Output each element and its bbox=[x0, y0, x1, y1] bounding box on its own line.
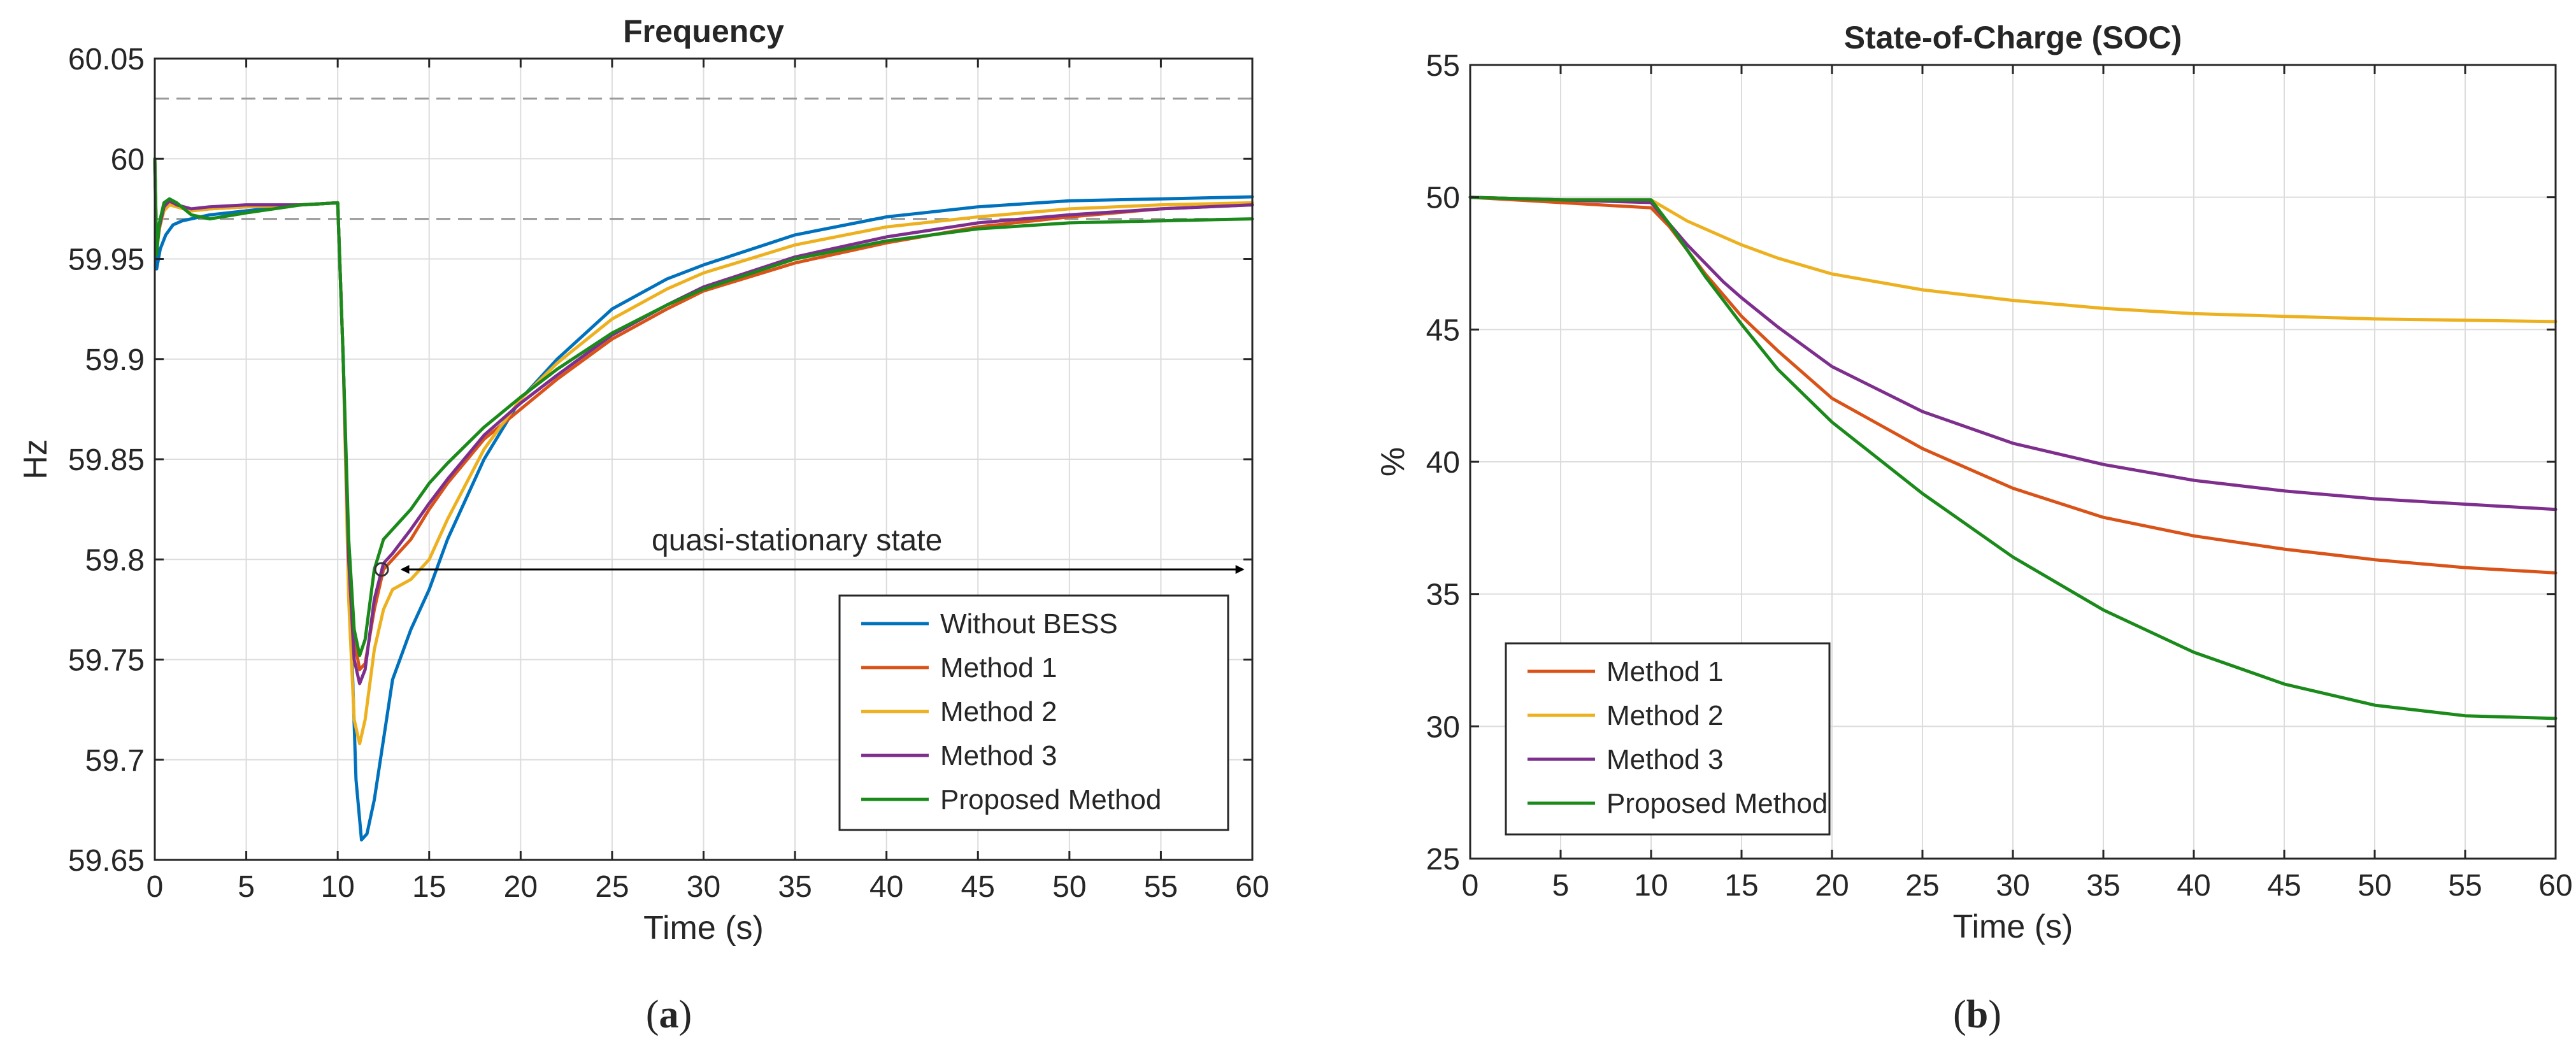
legend-label-method-2: Method 2 bbox=[1606, 700, 1723, 731]
x-tick-label: 50 bbox=[1052, 870, 1086, 904]
x-tick-label: 60 bbox=[1235, 870, 1269, 904]
x-axis-label: Time (s) bbox=[1953, 908, 2073, 945]
series-line-proposed-method bbox=[153, 157, 1254, 657]
chart-title: State-of-Charge (SOC) bbox=[1844, 20, 2182, 55]
x-tick-label: 30 bbox=[1996, 869, 2029, 903]
series-line-method-2 bbox=[1468, 196, 2558, 324]
x-tick-label: 55 bbox=[2448, 869, 2482, 903]
x-tick-label: 0 bbox=[1462, 869, 1479, 903]
annotation-marker bbox=[374, 562, 389, 577]
x-tick-label: 35 bbox=[778, 870, 812, 904]
x-tick-label: 25 bbox=[595, 870, 629, 904]
y-tick-label: 30 bbox=[1426, 710, 1460, 744]
y-tick-label: 35 bbox=[1426, 578, 1460, 612]
x-tick-label: 60 bbox=[2538, 869, 2572, 903]
chart-panel-b: 0 5 10 15 20 25 30 35 40 45 50 55 60 25 30 35 40 45 50 55 St… bbox=[1375, 20, 2573, 1036]
x-tick-label: 45 bbox=[961, 870, 995, 904]
series-line-without-bess bbox=[153, 157, 1254, 842]
legend-label-method-2: Method 2 bbox=[940, 696, 1057, 727]
x-tick-label: 40 bbox=[869, 870, 903, 904]
legend-label-without-bess: Without BESS bbox=[940, 608, 1118, 640]
legend: Method 1 Method 2 Method 3 Proposed Method bbox=[1505, 642, 1831, 836]
panel-label: (a) bbox=[646, 993, 692, 1036]
y-tick-label: 59.9 bbox=[85, 343, 145, 377]
y-tick-label: 59.95 bbox=[68, 243, 145, 277]
legend-label-method-3: Method 3 bbox=[940, 740, 1057, 771]
legend-label-proposed-method: Proposed Method bbox=[940, 784, 1161, 815]
y-tick-label: 60 bbox=[111, 143, 145, 176]
y-tick-label: 59.7 bbox=[85, 744, 145, 778]
y-tick-label: 59.8 bbox=[85, 543, 145, 577]
series-line-proposed-method bbox=[1468, 196, 2558, 720]
legend-label-proposed-method: Proposed Method bbox=[1606, 788, 1828, 819]
panel-label: (b) bbox=[1953, 993, 2001, 1036]
y-tick-label: 59.85 bbox=[68, 443, 145, 477]
y-tick-label: 25 bbox=[1426, 843, 1460, 876]
y-tick-label: 40 bbox=[1426, 446, 1460, 480]
y-tick-label: 59.75 bbox=[68, 644, 145, 678]
legend-label-method-1: Method 1 bbox=[940, 652, 1057, 683]
chart-title: Frequency bbox=[623, 13, 784, 49]
y-tick-label: 60.05 bbox=[68, 43, 145, 76]
x-tick-label: 30 bbox=[687, 870, 720, 904]
legend: Without BESS Method 1 Method 2 Method 3 Prop… bbox=[838, 594, 1229, 831]
x-tick-label: 45 bbox=[2267, 869, 2301, 903]
y-tick-label: 59.65 bbox=[68, 844, 145, 878]
x-axis-label: Time (s) bbox=[643, 910, 764, 947]
y-axis-label: % bbox=[1375, 447, 1412, 476]
annotation-text: quasi-stationary state bbox=[652, 524, 942, 557]
y-tick-label: 55 bbox=[1426, 49, 1460, 83]
legend-box bbox=[838, 594, 1229, 831]
x-tick-label: 10 bbox=[1634, 869, 1668, 903]
x-tick-label: 10 bbox=[320, 870, 354, 904]
x-tick-label: 55 bbox=[1144, 870, 1178, 904]
x-tick-label: 5 bbox=[1552, 869, 1570, 903]
x-tick-label: 35 bbox=[2086, 869, 2120, 903]
x-tick-label: 15 bbox=[1724, 869, 1758, 903]
x-tick-label: 50 bbox=[2358, 869, 2391, 903]
chart-panel-a: quasi-stationary state 0 5 10 15 20 25 30 35 40 45… bbox=[17, 13, 1270, 1036]
y-axis-label: Hz bbox=[17, 439, 54, 480]
x-tick-label: 0 bbox=[147, 870, 164, 904]
x-tick-label: 15 bbox=[412, 870, 446, 904]
x-tick-label: 20 bbox=[504, 870, 538, 904]
legend-label-method-3: Method 3 bbox=[1606, 744, 1723, 775]
y-tick-label: 45 bbox=[1426, 313, 1460, 347]
x-tick-label: 5 bbox=[238, 870, 255, 904]
x-tick-label: 25 bbox=[1905, 869, 1939, 903]
series-line-method-1 bbox=[1468, 196, 2558, 575]
x-tick-label: 20 bbox=[1815, 869, 1849, 903]
x-tick-label: 40 bbox=[2177, 869, 2210, 903]
y-tick-label: 50 bbox=[1426, 182, 1460, 215]
legend-label-method-1: Method 1 bbox=[1606, 656, 1723, 687]
